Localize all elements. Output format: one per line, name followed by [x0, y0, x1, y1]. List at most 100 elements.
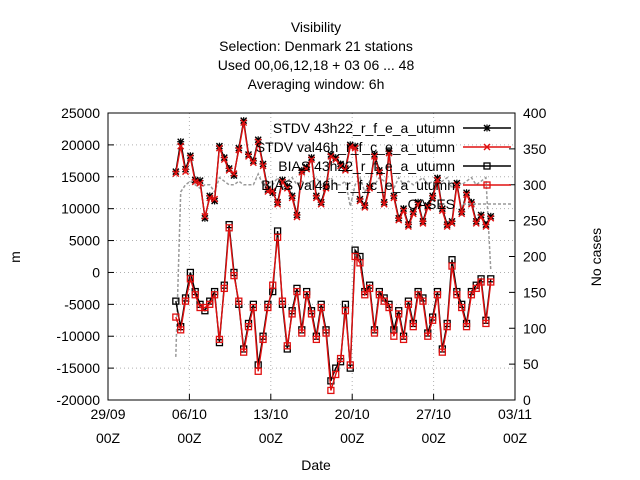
data-point [245, 152, 253, 160]
data-point [307, 310, 316, 318]
data-point [312, 335, 320, 344]
y-tick-label: 10000 [61, 201, 100, 217]
data-point-stroke [390, 194, 398, 202]
data-point [191, 178, 199, 186]
data-point [365, 284, 374, 293]
data-point [404, 223, 412, 231]
data-point-stroke [230, 170, 238, 178]
data-point [483, 162, 491, 170]
data-point [327, 152, 335, 160]
data-point [409, 210, 417, 218]
data-point [370, 329, 379, 337]
data-point [288, 310, 296, 318]
data-point-stroke [211, 195, 219, 203]
data-point-stroke [380, 200, 388, 208]
data-point-stroke [220, 156, 228, 164]
data-point-stroke [278, 178, 286, 186]
legend: STDV 43h22_r_f_e_a_utumn STDV val46h_r_f_… [256, 120, 511, 212]
data-point-stroke [249, 159, 257, 167]
data-point-stroke [483, 143, 491, 151]
y2-tick-label: 400 [523, 105, 547, 121]
data-point [230, 170, 238, 178]
data-point [424, 332, 432, 340]
data-point [428, 316, 437, 324]
data-point-stroke [419, 219, 427, 227]
data-point-stroke [274, 200, 282, 208]
data-point-stroke [337, 162, 345, 170]
y2-tick-label: 300 [523, 177, 547, 193]
data-point-stroke [356, 197, 364, 205]
data-point-stroke [487, 214, 495, 222]
y-tick-label: 20000 [61, 137, 100, 153]
data-point-stroke [317, 200, 325, 208]
data-point-stroke [477, 213, 485, 221]
data-point [278, 297, 287, 305]
y2-tick-label: 200 [523, 249, 547, 265]
data-point [419, 219, 427, 227]
data-point [395, 216, 403, 224]
data-point [458, 210, 466, 218]
data-point [220, 156, 228, 164]
data-point [317, 200, 325, 208]
data-point [332, 156, 340, 164]
data-point [298, 168, 306, 176]
data-point [254, 138, 262, 146]
data-point-stroke [308, 156, 315, 164]
data-point-stroke [351, 144, 359, 152]
data-point-stroke [322, 184, 330, 192]
data-point [322, 329, 330, 337]
data-point [395, 310, 403, 318]
data-point [483, 124, 491, 132]
data-point [278, 178, 286, 186]
x-tick-hour: 00Z [96, 430, 121, 446]
data-point-stroke [409, 210, 417, 218]
data-point-stroke [215, 144, 223, 152]
data-point [249, 159, 257, 167]
data-point-stroke [438, 207, 446, 215]
data-point [240, 119, 248, 127]
y-tick-label: 25000 [61, 105, 100, 121]
title-line-1: Visibility [291, 19, 341, 35]
data-point [483, 143, 491, 151]
data-point-stroke [245, 152, 253, 160]
data-point-stroke [293, 213, 301, 221]
data-point-stroke [288, 194, 296, 202]
data-point-stroke [467, 200, 475, 208]
y-tick-label: -10000 [56, 328, 100, 344]
data-point [327, 386, 335, 395]
legend-label: STDV 43h22_r_f_e_a_utumn [273, 120, 455, 136]
x-tick-date: 06/10 [172, 406, 207, 422]
data-point [293, 287, 301, 296]
data-point [482, 223, 490, 231]
data-point [482, 319, 490, 328]
data-point [467, 200, 475, 208]
data-point [206, 194, 214, 202]
y2-tick-label: 50 [523, 356, 539, 372]
data-point-stroke [341, 166, 349, 174]
data-point [356, 197, 364, 205]
data-point [274, 200, 282, 208]
axis-ticks: 25000 20000 15000 10000 5000 0 -5000 -10000 -150… [56, 105, 546, 446]
data-point [361, 291, 369, 299]
data-point-stroke [225, 166, 233, 174]
y-tick-label: 0 [92, 264, 100, 280]
data-point-stroke [385, 149, 393, 157]
data-point-stroke [472, 219, 480, 227]
data-point [288, 194, 296, 202]
series-2 [172, 220, 495, 385]
data-point-stroke [172, 170, 180, 178]
data-point [463, 191, 471, 199]
data-point [385, 149, 393, 157]
data-point [341, 166, 349, 174]
x-tick-hour: 00Z [259, 430, 284, 446]
data-point-stroke [424, 203, 432, 211]
data-point [375, 291, 383, 299]
legend-label: STDV val46h_r_f_c_e_a_utumn [256, 139, 455, 155]
data-point [220, 284, 228, 293]
data-point [433, 291, 442, 299]
data-point [487, 278, 495, 286]
data-point [225, 224, 233, 232]
data-point-stroke [186, 154, 194, 162]
series-line [175, 227, 492, 391]
data-point [462, 323, 471, 331]
